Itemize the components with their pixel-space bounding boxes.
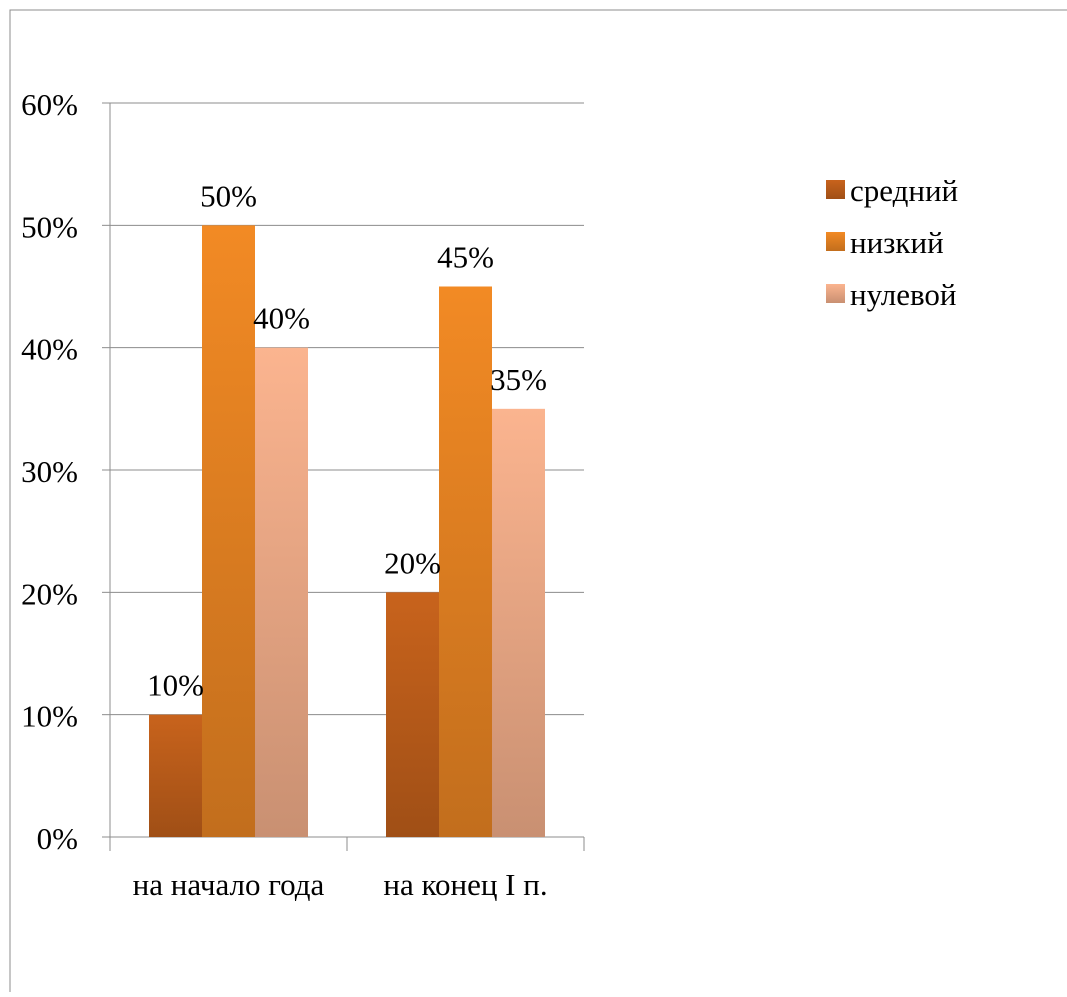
bar-средний-0 — [149, 714, 202, 837]
tick-labels: 0% 10% 20% 30% 40% 50% 60% на начало года на кон… — [21, 87, 547, 902]
legend-swatch — [826, 284, 845, 303]
data-label: 40% — [253, 301, 310, 336]
legend-swatch — [826, 180, 845, 199]
y-tick-label: 0% — [37, 821, 78, 856]
bar-средний-1 — [386, 592, 439, 837]
data-label: 45% — [437, 240, 494, 275]
data-label: 35% — [490, 362, 547, 397]
bar-нулевой-0 — [255, 347, 308, 837]
data-label: 10% — [147, 668, 204, 703]
legend: средний низкий нулевой — [826, 173, 958, 312]
y-tick-label: 60% — [21, 87, 78, 122]
y-tick-label: 30% — [21, 454, 78, 489]
y-tick-label: 20% — [21, 576, 78, 611]
bar-нулевой-1 — [492, 408, 545, 837]
legend-swatch — [826, 232, 845, 251]
data-labels: 10% 50% 40% 20% 45% 35% — [147, 178, 547, 702]
y-tick-label: 10% — [21, 699, 78, 734]
legend-label: нулевой — [850, 277, 956, 312]
bar-низкий-1 — [439, 286, 492, 837]
x-category-label: на начало года — [133, 867, 325, 902]
legend-label: низкий — [850, 225, 944, 260]
y-tick-label: 50% — [21, 209, 78, 244]
bar-низкий-0 — [202, 225, 255, 838]
data-label: 50% — [200, 178, 257, 213]
y-tick-label: 40% — [21, 332, 78, 367]
data-label: 20% — [384, 545, 441, 580]
chart-border — [9, 9, 1067, 997]
legend-label: средний — [850, 173, 958, 208]
bars-group — [149, 225, 545, 838]
x-category-label: на конец I п. — [383, 867, 547, 902]
